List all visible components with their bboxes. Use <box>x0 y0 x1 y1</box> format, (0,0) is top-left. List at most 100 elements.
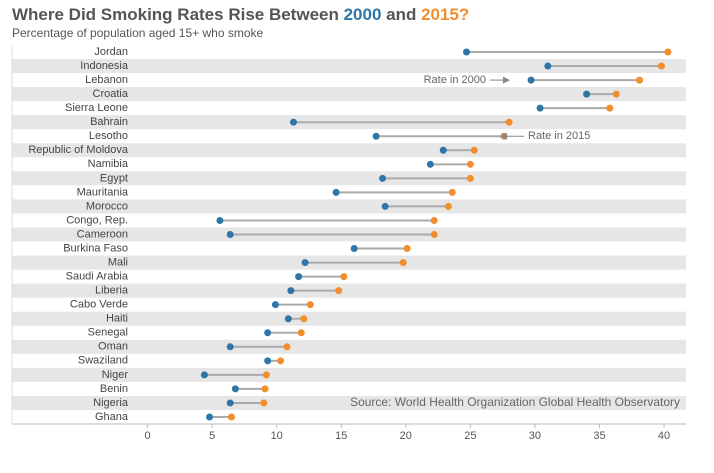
dot <box>505 118 513 126</box>
category-label: Swaziland <box>78 355 128 367</box>
dot <box>439 146 447 154</box>
dot <box>612 90 620 98</box>
category-label: Niger <box>102 369 129 381</box>
arrow-head <box>503 76 510 84</box>
dot <box>544 62 552 70</box>
dot <box>301 259 309 267</box>
dot <box>231 385 239 393</box>
x-tick-label: 30 <box>529 430 541 442</box>
category-label: Haiti <box>106 313 128 325</box>
category-label: Burkina Faso <box>63 242 128 254</box>
x-tick-label: 35 <box>593 430 605 442</box>
dot <box>300 315 308 323</box>
dot <box>379 174 387 182</box>
category-label: Senegal <box>88 327 128 339</box>
row-band <box>12 87 686 102</box>
title-part: 2015? <box>421 5 469 24</box>
dot <box>583 90 591 98</box>
dot <box>271 301 279 309</box>
dot <box>287 287 295 295</box>
category-label: Mauritania <box>77 186 129 198</box>
dot <box>297 329 305 337</box>
dot <box>306 301 314 309</box>
dot <box>340 273 348 281</box>
dot <box>200 371 208 379</box>
arrow-head <box>500 132 507 140</box>
dot <box>284 315 292 323</box>
dot <box>228 413 236 421</box>
row-band <box>12 283 686 298</box>
dot <box>403 245 411 253</box>
x-tick-label: 0 <box>145 430 151 442</box>
dot <box>350 245 358 253</box>
category-label: Croatia <box>93 88 129 100</box>
chart-title: Where Did Smoking Rates Rise Between 200… <box>12 5 469 24</box>
category-label: Oman <box>98 341 128 353</box>
dot <box>657 62 665 70</box>
category-label: Mali <box>108 256 128 268</box>
dot <box>335 287 343 295</box>
category-label: Jordan <box>94 46 128 58</box>
dot <box>226 231 234 238</box>
dot <box>283 343 291 351</box>
category-label: Cameroon <box>77 228 128 240</box>
dot <box>470 146 478 154</box>
x-tick-label: 20 <box>400 430 412 442</box>
category-label: Republic of Moldova <box>28 144 129 156</box>
dot <box>264 357 272 365</box>
title-part: Where Did Smoking Rates Rise Between <box>12 5 344 24</box>
dot <box>462 48 470 56</box>
category-label: Lesotho <box>89 130 128 142</box>
row-band <box>12 171 686 186</box>
row-band <box>12 59 686 74</box>
category-label: Morocco <box>86 200 128 212</box>
x-tick-label: 10 <box>271 430 283 442</box>
dot <box>216 216 224 224</box>
dot <box>262 371 270 379</box>
dot <box>277 357 285 365</box>
dot <box>206 413 214 421</box>
category-label: Congo, Rep. <box>66 214 128 226</box>
category-label: Sierra Leone <box>65 102 128 114</box>
title-part: 2000 <box>344 5 382 24</box>
dot <box>636 76 644 84</box>
dot <box>332 188 340 196</box>
dot <box>426 160 434 168</box>
category-label: Cabo Verde <box>70 299 128 311</box>
dot <box>381 202 389 210</box>
row-band <box>12 367 686 382</box>
dot <box>430 231 438 238</box>
dot <box>372 132 380 140</box>
dot <box>527 76 535 84</box>
category-label: Lebanon <box>85 74 128 86</box>
dot <box>226 399 234 407</box>
x-tick-label: 5 <box>209 430 215 442</box>
dot <box>466 160 474 168</box>
title-part: and <box>381 5 421 24</box>
category-label: Saudi Arabia <box>66 271 129 283</box>
dot <box>226 343 234 351</box>
chart-subtitle: Percentage of population aged 15+ who sm… <box>12 26 264 40</box>
category-label: Liberia <box>95 285 129 297</box>
x-tick-label: 40 <box>658 430 670 442</box>
source-note: Source: World Health Organization Global… <box>350 395 680 409</box>
category-label: Ghana <box>95 411 129 423</box>
dot <box>444 202 452 210</box>
row-band <box>12 311 686 326</box>
dot <box>664 48 672 56</box>
dot <box>264 329 272 337</box>
category-label: Nigeria <box>93 397 129 409</box>
dot <box>606 104 614 112</box>
category-label: Bahrain <box>90 116 128 128</box>
dot <box>261 385 269 393</box>
dot <box>295 273 303 281</box>
row-band <box>12 339 686 354</box>
row-band <box>12 143 686 158</box>
row-band <box>12 395 686 410</box>
category-label: Namibia <box>88 158 129 170</box>
x-tick-label: 25 <box>464 430 476 442</box>
dot <box>448 188 456 196</box>
dot <box>466 174 474 182</box>
dot <box>536 104 544 112</box>
